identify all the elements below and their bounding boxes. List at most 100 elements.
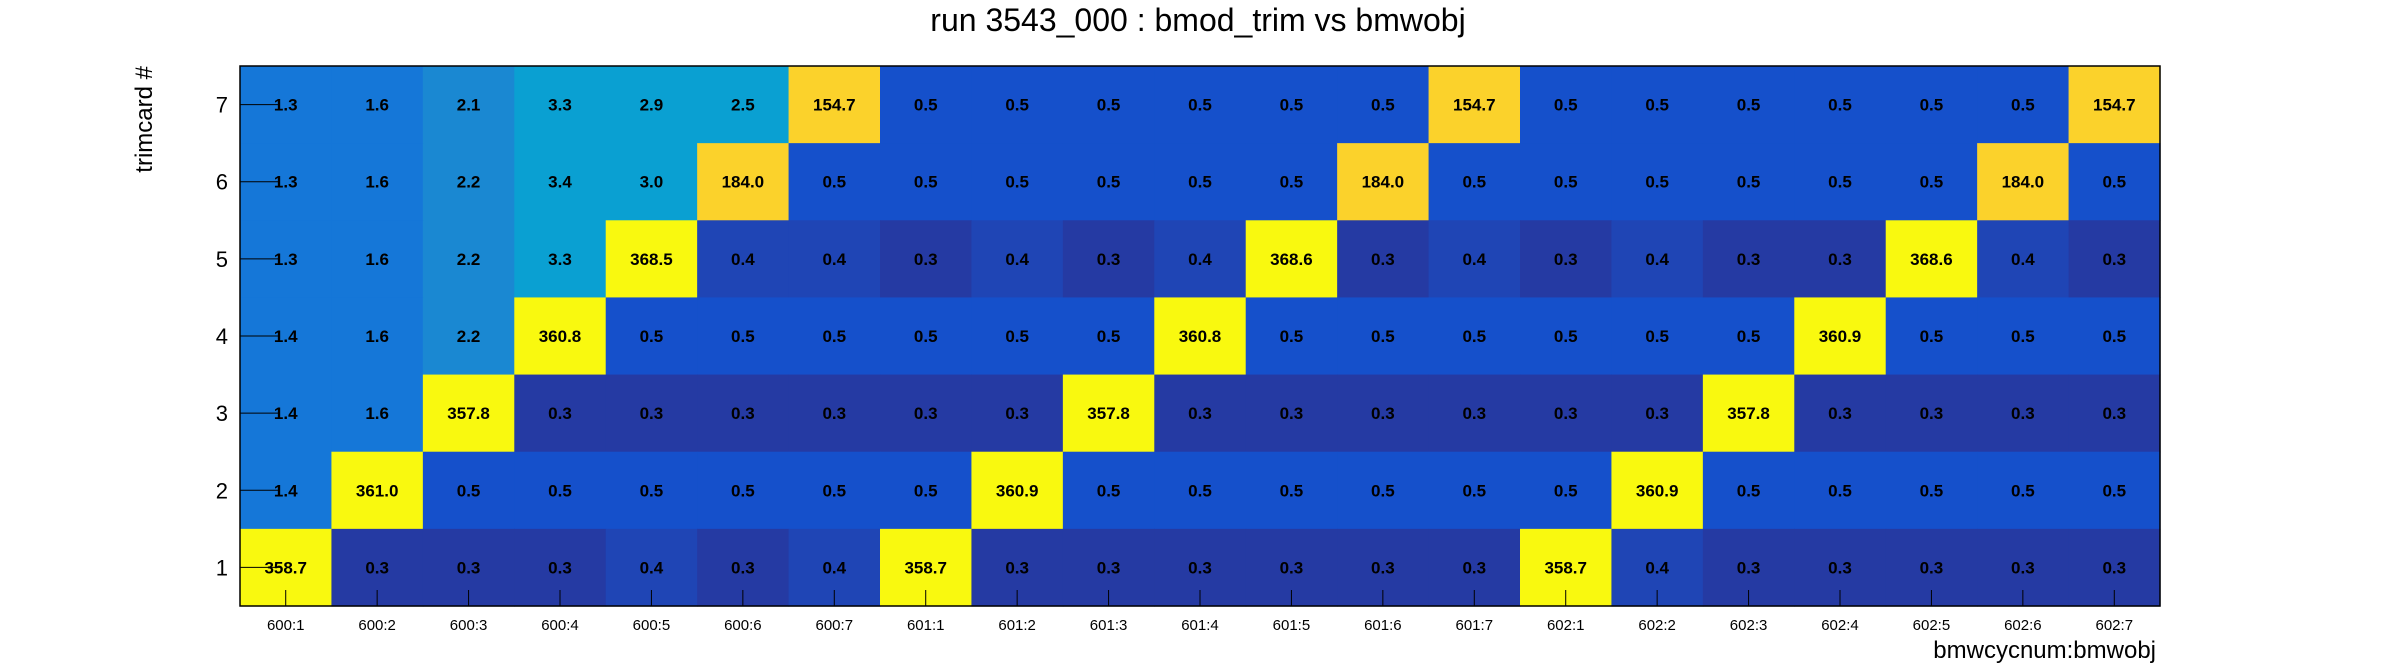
cell-value-label: 360.8 [539, 327, 582, 346]
x-tick-label: 602:2 [1638, 617, 1676, 634]
cell-value-label: 0.3 [1828, 250, 1852, 269]
heatmap-cell [422, 220, 515, 299]
y-tick-label: 1 [216, 555, 228, 580]
heatmap-cell [1885, 66, 1978, 144]
heatmap-cell [1154, 220, 1247, 299]
heatmap-cell [1428, 220, 1521, 299]
cell-value-label: 0.5 [1188, 96, 1212, 115]
y-tick-label: 4 [216, 324, 228, 349]
heatmap-cell [1794, 374, 1887, 453]
cell-value-label: 0.3 [1005, 404, 1029, 423]
cell-value-label: 1.3 [274, 96, 298, 115]
cell-value-label: 0.4 [1645, 250, 1669, 269]
cell-value-label: 0.5 [731, 327, 755, 346]
heatmap-cell [1702, 374, 1795, 453]
cell-value-label: 1.4 [274, 481, 298, 500]
cell-value-label: 0.3 [1097, 558, 1121, 577]
heatmap-cell [1702, 143, 1795, 221]
cell-value-label: 0.3 [1920, 404, 1944, 423]
cell-value-label: 184.0 [1362, 173, 1405, 192]
heatmap-cell [1154, 143, 1247, 221]
cell-value-label: 0.4 [1005, 250, 1029, 269]
cell-value-label: 0.5 [822, 173, 846, 192]
heatmap-cell [1611, 297, 1704, 376]
cell-value-label: 0.5 [1645, 327, 1669, 346]
heatmap-cell [331, 143, 424, 221]
heatmap-cell [788, 220, 881, 299]
heatmap-cell [880, 297, 973, 376]
x-tick-label: 600:2 [358, 617, 396, 634]
x-tick-label: 602:4 [1821, 617, 1859, 634]
x-tick-label: 600:3 [450, 617, 488, 634]
cell-value-label: 0.5 [640, 481, 664, 500]
cell-value-label: 0.5 [1097, 481, 1121, 500]
cell-value-label: 0.5 [1371, 327, 1395, 346]
heatmap-cell [1154, 374, 1247, 453]
cell-value-label: 0.3 [1920, 558, 1944, 577]
cell-value-label: 0.5 [1097, 173, 1121, 192]
heatmap-cell [1337, 220, 1430, 299]
cell-value-label: 360.9 [996, 481, 1039, 500]
cell-value-label: 0.3 [1462, 558, 1486, 577]
x-tick-label: 602:6 [2004, 617, 2042, 634]
heatmap-cell [697, 66, 790, 144]
x-tick-label: 601:1 [907, 617, 945, 634]
heatmap-cell [1885, 374, 1978, 453]
cell-value-label: 0.5 [822, 481, 846, 500]
heatmap-cell [788, 374, 881, 453]
heatmap-cell [1794, 451, 1887, 530]
cell-value-label: 0.5 [2011, 327, 2035, 346]
heatmap-cell [422, 297, 515, 376]
x-axis: 600:1 600:2 600:3 600:4 600:5 600:6 600:7 601:1… [267, 590, 2133, 634]
cell-value-label: 0.4 [1188, 250, 1212, 269]
heatmap-cell [788, 66, 881, 144]
cell-value-label: 0.3 [640, 404, 664, 423]
heatmap-cell [697, 374, 790, 453]
cell-value-label: 357.8 [447, 404, 490, 423]
x-tick-label: 602:5 [1913, 617, 1951, 634]
heatmap-cell [1337, 297, 1430, 376]
heatmap-cell [788, 297, 881, 376]
cell-value-label: 0.5 [1371, 96, 1395, 115]
heatmap-cell [1520, 220, 1613, 299]
cell-value-label: 0.4 [822, 558, 846, 577]
heatmap-cell [880, 143, 973, 221]
cell-value-label: 0.4 [731, 250, 755, 269]
heatmap-cell [1885, 143, 1978, 221]
heatmap-cell [1062, 220, 1155, 299]
cell-value-label: 0.3 [1097, 250, 1121, 269]
heatmap-cell [1154, 297, 1247, 376]
cell-value-label: 0.5 [1554, 327, 1578, 346]
heatmap-cell [1885, 297, 1978, 376]
cell-value-label: 0.3 [2102, 250, 2126, 269]
heatmap-cell [971, 451, 1064, 530]
cell-value-label: 0.5 [1554, 481, 1578, 500]
heatmap-cell [1245, 66, 1338, 144]
cell-value-label: 0.5 [2102, 481, 2126, 500]
cell-value-label: 0.5 [914, 327, 938, 346]
heatmap-cell [2068, 297, 2161, 376]
x-tick-label: 600:5 [633, 617, 671, 634]
x-tick-label: 601:5 [1273, 617, 1311, 634]
heatmap-cell [1702, 297, 1795, 376]
cell-value-label: 1.6 [365, 96, 389, 115]
cell-value-label: 154.7 [813, 96, 856, 115]
cell-value-label: 0.5 [1188, 481, 1212, 500]
cell-value-label: 0.5 [1280, 481, 1304, 500]
cell-value-label: 0.5 [1737, 96, 1761, 115]
cell-value-label: 358.7 [904, 558, 947, 577]
heatmap-cell [605, 143, 698, 221]
x-axis-title: bmwcycnum:bmwobj [1933, 637, 2156, 664]
x-tick-label: 601:6 [1364, 617, 1402, 634]
cell-value-label: 0.5 [1828, 96, 1852, 115]
cell-value-label: 0.3 [822, 404, 846, 423]
cell-value-label: 2.9 [640, 96, 664, 115]
cell-value-label: 0.3 [1645, 404, 1669, 423]
x-tick-label: 601:2 [998, 617, 1036, 634]
y-axis-title: trimcard # [131, 65, 158, 172]
chart-title: run 3543_000 : bmod_trim vs bmwobj [930, 2, 1466, 38]
cell-value-label: 0.5 [1280, 173, 1304, 192]
cell-value-label: 0.3 [914, 250, 938, 269]
cell-value-label: 358.7 [1544, 558, 1587, 577]
heatmap-cell [422, 66, 515, 144]
